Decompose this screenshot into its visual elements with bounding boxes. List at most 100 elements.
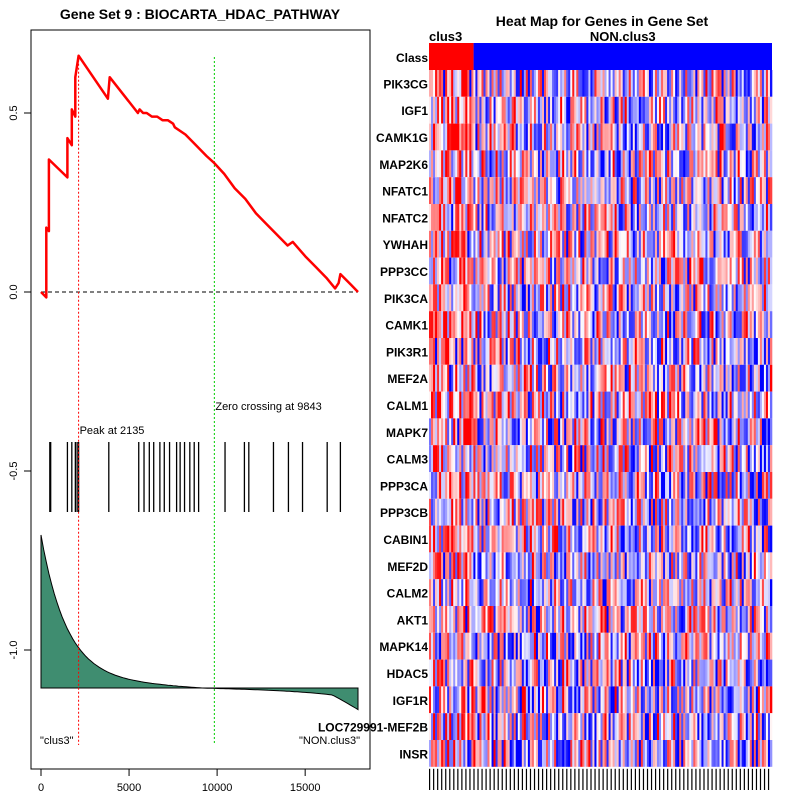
heatmap-cell: [737, 204, 741, 231]
heatmap-cell: [562, 70, 565, 97]
heatmap-cell: [495, 96, 498, 124]
heatmap-cell: [455, 659, 458, 687]
heatmap-cell: [757, 445, 761, 472]
heatmap-cell: [552, 472, 555, 499]
heatmap-cell: [588, 713, 591, 740]
heatmap-cell: [679, 96, 682, 124]
heatmap-cell: [515, 177, 519, 204]
heatmap-cell: [539, 123, 543, 151]
heatmap-cell: [544, 472, 547, 499]
heatmap-cell: [618, 150, 621, 178]
heatmap-cell: [592, 445, 595, 472]
heatmap-cell: [612, 498, 615, 526]
heatmap-cell: [576, 740, 579, 767]
heatmap-cell: [469, 579, 472, 606]
heatmap-cell: [552, 204, 555, 231]
heatmap-cell: [433, 472, 436, 499]
heatmap-cell: [753, 418, 757, 446]
heatmap-cell: [445, 257, 448, 285]
heatmap-cell: [727, 96, 730, 124]
heatmap-cell: [463, 311, 466, 338]
heatmap-cell: [648, 686, 652, 714]
heatmap-cell: [493, 418, 496, 446]
heatmap-cell: [497, 472, 500, 499]
heatmap-cell: [489, 606, 492, 633]
heatmap-cell: [703, 418, 706, 446]
heatmap-cell: [572, 70, 575, 97]
heatmap-cell: [541, 150, 545, 178]
heatmap-cell: [556, 686, 559, 714]
heatmap-cell: [566, 632, 569, 660]
heatmap-cell: [602, 311, 605, 338]
heatmap-cell: [769, 364, 773, 392]
heatmap-cell: [541, 70, 545, 97]
heatmap-cell: [765, 498, 769, 526]
heatmap-cell: [699, 70, 702, 97]
heatmap-cell: [501, 311, 504, 338]
heatmap-cell: [667, 338, 670, 365]
heatmap-cell: [751, 70, 755, 97]
heatmap-cell: [467, 418, 470, 446]
heatmap-cell: [665, 686, 668, 714]
heatmap-cell: [441, 364, 444, 392]
heatmap-cell: [747, 230, 751, 258]
heatmap-cell: [443, 445, 446, 472]
heatmap-cell: [582, 606, 585, 633]
heatmap-cell: [681, 445, 684, 472]
heatmap-cell: [582, 364, 585, 392]
heatmap-cell: [642, 740, 646, 767]
heatmap-cell: [757, 177, 761, 204]
heatmap-cell: [554, 338, 557, 365]
heatmap-cell: [648, 284, 652, 312]
heatmap-cell: [747, 472, 751, 499]
heatmap-cell: [721, 632, 724, 660]
heatmap-cell: [584, 659, 587, 687]
heatmap-cell: [628, 96, 632, 124]
heatmap-cell: [614, 150, 617, 178]
heatmap-cell: [614, 311, 617, 338]
heatmap-cell: [620, 364, 623, 392]
heatmap-cell: [487, 713, 490, 740]
gene-label: CABIN1: [383, 533, 428, 547]
heatmap-cell: [461, 230, 464, 258]
heatmap-cell: [564, 472, 567, 499]
heatmap-cell: [576, 391, 579, 419]
heatmap-cell: [467, 311, 470, 338]
heatmap-cell: [739, 713, 743, 740]
heatmap-cell: [632, 632, 636, 660]
heatmap-cell: [727, 338, 730, 365]
heatmap-cell: [677, 418, 680, 446]
heatmap-cell: [463, 123, 466, 151]
heatmap-cell: [497, 123, 500, 151]
heatmap-cell: [727, 364, 730, 392]
heatmap-cell: [531, 632, 535, 660]
heatmap-cell: [673, 150, 676, 178]
heatmap-cell: [475, 552, 478, 580]
heatmap-cell: [751, 311, 755, 338]
heatmap-cell: [671, 713, 674, 740]
heatmap-cell: [663, 177, 666, 204]
heatmap-cell: [608, 552, 611, 580]
heatmap-cell: [727, 204, 730, 231]
heatmap-cell: [503, 579, 506, 606]
heatmap-cell: [529, 284, 533, 312]
heatmap-cell: [541, 418, 545, 446]
heatmap-cell: [604, 472, 607, 499]
heatmap-cell: [517, 284, 521, 312]
heatmap-cell: [457, 284, 460, 312]
heatmap-cell: [451, 338, 454, 365]
heatmap-cell: [558, 70, 561, 97]
heatmap-cell: [531, 498, 535, 526]
heatmap-cell: [677, 311, 680, 338]
heatmap-cell: [729, 257, 732, 285]
heatmap-cell: [765, 257, 769, 285]
heatmap-cell: [483, 150, 486, 178]
heatmap-cell: [745, 230, 749, 258]
heatmap-cell: [624, 150, 628, 178]
heatmap-cell: [656, 713, 660, 740]
heatmap-cell: [765, 391, 769, 419]
heatmap-cell: [618, 204, 621, 231]
heatmap-cell: [580, 311, 583, 338]
heatmap-cell: [485, 364, 488, 392]
heatmap-cell: [578, 177, 581, 204]
